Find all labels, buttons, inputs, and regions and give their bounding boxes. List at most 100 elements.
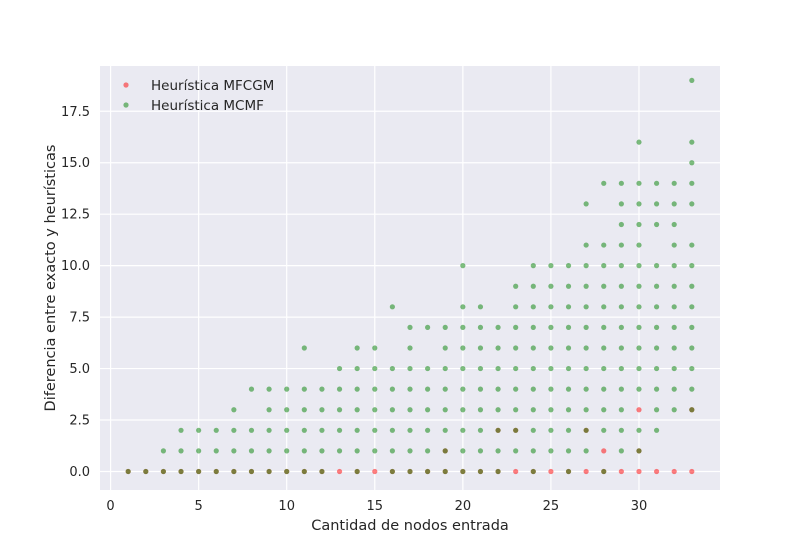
mcmf-point: [636, 263, 642, 269]
mcmf-point: [636, 448, 642, 454]
mcmf-point: [636, 365, 642, 372]
mcmf-point: [583, 448, 589, 454]
mcmf-point: [354, 365, 360, 372]
mcmf-point: [125, 468, 131, 475]
mcmf-point: [671, 201, 677, 207]
mcmf-point: [530, 427, 536, 433]
mcmf-point: [689, 324, 695, 330]
mcmf-point: [460, 386, 466, 392]
mcmf-point: [460, 324, 466, 330]
mcmf-point: [671, 386, 677, 392]
mcmf-point: [583, 324, 589, 330]
mcmf-point: [601, 304, 607, 310]
x-tick-label: 20: [455, 499, 472, 514]
mcmf-point: [618, 263, 624, 269]
mcmf-point: [689, 407, 695, 413]
mcmf-point: [601, 324, 607, 330]
mcmf-point: [689, 242, 695, 248]
y-tick-labels: 0.0 2.5 5.0 7.5 10.0 12.5 15.0 17.5: [61, 105, 90, 480]
y-tick-label: 7.5: [69, 311, 90, 326]
y-axis-label: Diferencia entre exacto y heurísticas: [43, 145, 59, 412]
mcmf-point: [460, 345, 466, 351]
mcmf-point: [495, 365, 501, 372]
legend-label-mcmf: Heurística MCMF: [151, 98, 264, 114]
mcmf-point: [425, 427, 431, 433]
mcmf-point: [319, 448, 325, 454]
mcmf-point: [671, 263, 677, 269]
mcmf-point: [583, 386, 589, 392]
mcmf-point: [301, 448, 307, 454]
mcmf-point: [583, 345, 589, 351]
mcmf-point: [477, 427, 484, 433]
mcmf-point: [301, 468, 307, 475]
mcmf-point: [425, 365, 431, 372]
legend-marker-mcmf: [123, 102, 129, 108]
mcmf-point: [442, 468, 448, 475]
mcmf-point: [601, 345, 607, 351]
x-tick-label: 0: [106, 499, 114, 514]
mcmf-point: [495, 427, 501, 433]
mcmf-point: [565, 407, 572, 413]
mcmf-point: [477, 448, 484, 454]
mcmf-point: [178, 448, 184, 454]
mcmf-point: [653, 386, 660, 392]
mcmf-point: [636, 283, 642, 289]
mcmf-point: [653, 180, 660, 186]
mcmf-point: [636, 324, 642, 330]
mcmf-point: [618, 201, 624, 207]
mcmf-point: [460, 468, 466, 475]
mcmf-point: [389, 468, 395, 475]
mcmf-point: [636, 180, 642, 186]
mcmf-point: [618, 345, 624, 351]
plot-area: [100, 66, 720, 490]
mcmf-point: [601, 263, 607, 269]
mcmf-point: [636, 139, 642, 145]
mcmf-point: [389, 304, 395, 310]
mcmf-point: [689, 160, 695, 166]
mcmf-point: [601, 386, 607, 392]
mcmf-point: [407, 324, 413, 330]
mcmf-point: [618, 304, 624, 310]
mcmf-point: [266, 468, 272, 475]
data-points: [125, 77, 695, 475]
x-axis-label: Cantidad de nodos entrada: [311, 518, 509, 534]
mcmf-point: [636, 304, 642, 310]
mcmf-point: [653, 345, 660, 351]
mcmf-point: [460, 365, 466, 372]
mfcgm-point: [548, 468, 554, 475]
mcmf-point: [601, 283, 607, 289]
mcmf-point: [266, 407, 272, 413]
x-tick-label: 30: [631, 499, 648, 514]
mcmf-point: [248, 386, 255, 392]
mcmf-point: [372, 386, 378, 392]
mcmf-point: [636, 221, 642, 228]
mcmf-point: [425, 468, 431, 475]
mcmf-point: [565, 386, 572, 392]
mcmf-point: [689, 180, 695, 186]
mcmf-point: [671, 407, 677, 413]
mcmf-point: [601, 365, 607, 372]
mcmf-point: [548, 365, 554, 372]
mcmf-point: [548, 386, 554, 392]
mcmf-point: [160, 468, 167, 475]
mcmf-point: [354, 468, 360, 475]
mcmf-point: [354, 386, 360, 392]
mcmf-point: [618, 448, 624, 454]
mfcgm-point: [636, 407, 642, 413]
mcmf-point: [477, 345, 484, 351]
mcmf-point: [513, 386, 519, 392]
mcmf-point: [513, 304, 519, 310]
mcmf-point: [460, 448, 466, 454]
mcmf-point: [477, 304, 484, 310]
mfcgm-point: [601, 448, 607, 454]
mcmf-point: [407, 427, 413, 433]
mcmf-point: [583, 365, 589, 372]
mcmf-point: [213, 427, 219, 433]
mcmf-point: [653, 201, 660, 207]
mcmf-point: [530, 345, 536, 351]
mcmf-point: [653, 263, 660, 269]
mcmf-point: [213, 468, 219, 475]
mfcgm-point: [636, 468, 642, 475]
mcmf-point: [248, 468, 255, 475]
mcmf-point: [583, 407, 589, 413]
